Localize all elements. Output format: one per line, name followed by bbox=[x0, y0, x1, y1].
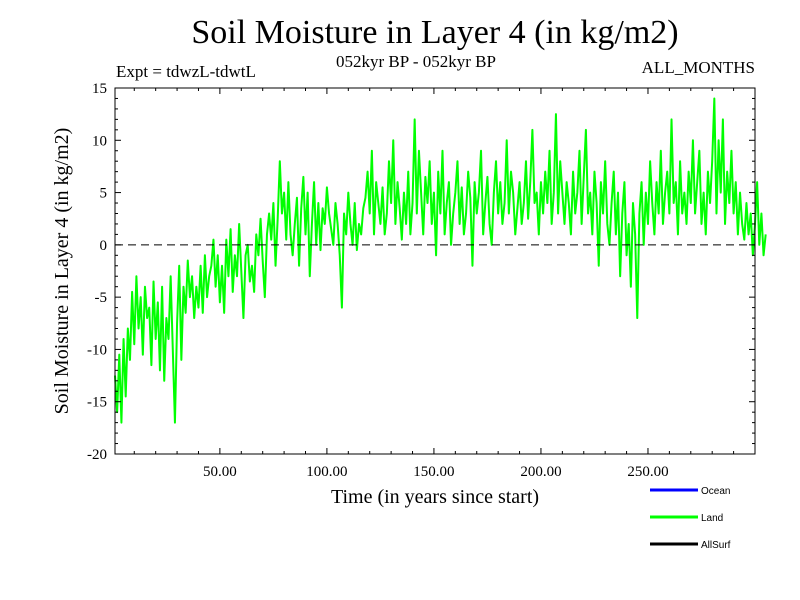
y-tick-label: 10 bbox=[92, 133, 107, 149]
y-tick-label: 0 bbox=[100, 238, 108, 254]
y-tick-label: -15 bbox=[87, 395, 107, 411]
chart-title: Soil Moisture in Layer 4 (in kg/m2) bbox=[191, 14, 679, 51]
legend-label-land: Land bbox=[701, 513, 723, 524]
legend-label-allsurf: AllSurf bbox=[701, 540, 731, 551]
x-tick-label: 250.00 bbox=[627, 464, 668, 480]
legend: Ocean Land AllSurf bbox=[650, 486, 731, 551]
y-tick-label: 5 bbox=[100, 186, 108, 202]
x-tick-label: 50.00 bbox=[203, 464, 237, 480]
x-axis: 50.00 100.00 150.00 200.00 250.00 bbox=[133, 88, 735, 480]
y-tick-label: -10 bbox=[87, 342, 107, 358]
y-axis: -20 -15 -10 -5 0 5 10 15 bbox=[87, 81, 755, 463]
plot-frame bbox=[114, 87, 756, 455]
y-tick-label: -20 bbox=[87, 447, 107, 463]
x-tick-label: 100.00 bbox=[306, 464, 347, 480]
x-axis-label: Time (in years since start) bbox=[331, 486, 539, 508]
y-tick-label: 15 bbox=[92, 81, 107, 97]
x-tick-label: 150.00 bbox=[413, 464, 454, 480]
legend-label-ocean: Ocean bbox=[701, 486, 730, 497]
period-label: 052kyr BP - 052kyr BP bbox=[336, 52, 496, 71]
x-tick-label: 200.00 bbox=[520, 464, 561, 480]
y-axis-label: Soil Moisture in Layer 4 (in kg/m2) bbox=[51, 128, 73, 415]
plot-layer bbox=[114, 97, 767, 424]
y-tick-label: -5 bbox=[95, 290, 108, 306]
months-label: ALL_MONTHS bbox=[641, 58, 755, 77]
series-line-land bbox=[114, 97, 767, 424]
experiment-label: Expt = tdwzL-tdwtL bbox=[116, 62, 256, 81]
